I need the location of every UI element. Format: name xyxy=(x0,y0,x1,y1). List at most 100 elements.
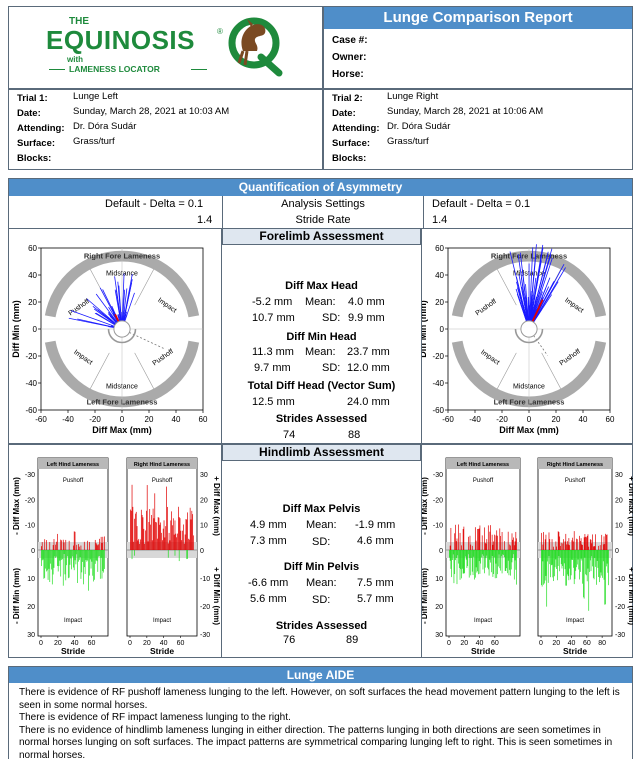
impact-bar xyxy=(62,550,63,560)
hind-plot-title: Right Hind Lameness xyxy=(547,462,603,468)
pushoff-bar xyxy=(475,540,477,550)
total-diff-head-left: 12.5 mm xyxy=(252,396,295,408)
quant-right-default: Default - Delta = 0.1 xyxy=(432,198,531,210)
pushoff-bar xyxy=(549,539,551,550)
impact-bar xyxy=(576,550,577,568)
pushoff-bar xyxy=(98,544,99,550)
y-tick-label: 30 xyxy=(200,472,208,479)
impact-bar xyxy=(474,550,476,578)
report-title: Lunge Comparison Report xyxy=(324,7,632,29)
pushoff-bar xyxy=(95,542,97,550)
impact-bar xyxy=(487,550,489,570)
impact-bar xyxy=(565,550,567,586)
impact-label: Impact xyxy=(474,618,492,624)
impact-bar xyxy=(497,550,499,567)
impact-bar xyxy=(497,550,498,575)
impact-bar xyxy=(556,550,557,569)
pushoff-bar xyxy=(56,541,57,550)
pushoff-bar xyxy=(591,543,593,550)
pushoff-bar xyxy=(486,539,488,550)
pushoff-bar xyxy=(187,512,188,550)
pushoff-bar xyxy=(544,539,546,550)
hind-title-bar xyxy=(38,458,108,469)
pushoff-bar xyxy=(509,544,511,550)
logo-brand: EQUINOSIS xyxy=(46,25,195,55)
impact-bar xyxy=(90,550,92,569)
y-tick-label: 0 xyxy=(33,325,38,334)
pushoff-bar xyxy=(512,539,514,550)
trial-1-surface-value: Grass/turf xyxy=(73,136,115,147)
pushoff-label: Pushoff xyxy=(152,478,173,484)
pushoff-bar xyxy=(140,539,141,550)
y-axis-label-min-right: + Diff Min (mm) xyxy=(212,567,220,625)
right-fore-arc xyxy=(44,250,200,318)
impact-bar xyxy=(57,550,58,566)
impact-bar xyxy=(70,550,72,559)
trial-1-attending-value: Dr. Dóra Sudár xyxy=(73,121,137,132)
pushoff-bar xyxy=(87,540,89,550)
impact-bar xyxy=(494,550,495,558)
pushoff-bar xyxy=(104,536,105,550)
impact-bar xyxy=(65,550,67,581)
impact-bar xyxy=(544,550,546,581)
y-tick-label: 0 xyxy=(200,548,204,555)
pushoff-bar xyxy=(487,525,489,550)
impact-bar xyxy=(450,550,452,569)
impact-bar xyxy=(460,550,462,570)
impact-bar xyxy=(481,550,483,555)
pushoff-bar xyxy=(564,541,566,550)
y-tick-label: 20 xyxy=(615,497,623,504)
y-axis-label-max-right: + Diff Max (mm) xyxy=(627,476,633,536)
impact-bar xyxy=(597,550,599,568)
diff-max-head-mean: 4.0 mm xyxy=(348,296,385,308)
impact-bar xyxy=(494,550,496,579)
pushoff-bar xyxy=(193,535,194,550)
pushoff-bar xyxy=(168,532,170,550)
diff-min-pelvis-label: Diff Min Pelvis xyxy=(283,561,360,573)
y-tick-label: 0 xyxy=(440,325,445,334)
pushoff-bar xyxy=(141,514,143,550)
pushoff-bar xyxy=(78,546,80,550)
pushoff-bar xyxy=(494,534,495,550)
pushoff-bar xyxy=(496,530,498,550)
impact-bar xyxy=(581,550,583,561)
trial-2-blocks-label: Blocks: xyxy=(332,153,367,164)
trial-1-attending-label: Attending: xyxy=(17,123,65,134)
trial-2-date-label: Date: xyxy=(332,108,356,119)
pushoff-bar xyxy=(175,533,177,550)
impact-bar xyxy=(563,550,565,564)
pushoff-bar xyxy=(576,538,577,550)
x-tick-label: 20 xyxy=(460,640,468,647)
pushoff-bar xyxy=(177,533,178,550)
pushoff-bar xyxy=(579,540,581,550)
impact-bar xyxy=(574,550,576,580)
quant-divider-left xyxy=(222,196,223,229)
x-tick-label: 0 xyxy=(39,640,43,647)
impact-bar xyxy=(44,550,46,578)
pushoff-bar xyxy=(166,486,167,550)
pushoff-bar xyxy=(576,539,578,550)
stride-vector xyxy=(528,260,542,330)
y-tick-label: -20 xyxy=(433,497,443,504)
impact-bar xyxy=(479,550,481,574)
pushoff-bar xyxy=(492,544,494,550)
impact-bar xyxy=(587,550,589,569)
impact-bar xyxy=(471,550,472,558)
diff-min-head-sd-label: SD: xyxy=(322,362,341,374)
pushoff-bar xyxy=(469,535,471,550)
pushoff-bar xyxy=(587,534,589,550)
pushoff-bar xyxy=(478,528,480,550)
impact-bar xyxy=(598,550,600,577)
x-tick-label: 0 xyxy=(539,640,543,647)
impact-bar xyxy=(51,550,53,585)
pushoff-bar xyxy=(192,514,194,550)
pushoff-bar xyxy=(499,528,501,550)
pushoff-bar xyxy=(560,545,561,550)
stride-vector xyxy=(121,273,133,330)
y-tick-label: -40 xyxy=(432,379,444,388)
diff-min-head-label: Diff Min Head xyxy=(286,331,357,343)
impact-bar xyxy=(509,550,511,570)
pushoff-bar xyxy=(565,533,567,550)
y-tick-label: -20 xyxy=(25,352,37,361)
hind-title-bar xyxy=(538,458,612,469)
